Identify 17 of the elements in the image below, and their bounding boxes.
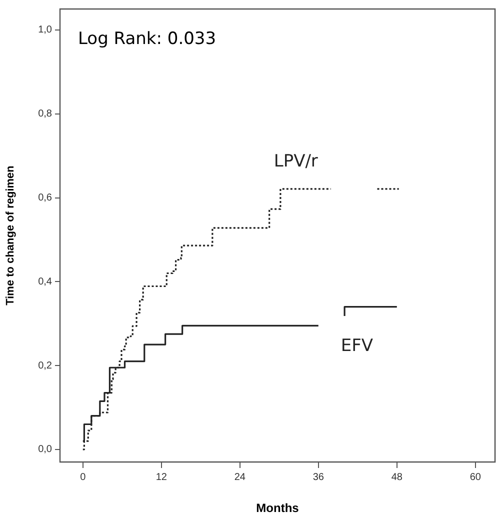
x-tick-label: 48: [391, 472, 403, 483]
x-tick-label: 36: [312, 472, 324, 483]
x-tick-label: 24: [234, 472, 246, 483]
y-tick-label: 0,6: [38, 192, 52, 204]
series-label: EFV: [340, 336, 374, 356]
x-tick-label: 60: [470, 472, 482, 483]
annotation: Log Rank: 0.033: [78, 28, 216, 49]
y-tick-label: 1,0: [38, 24, 52, 36]
y-tick-label: 0,2: [38, 360, 52, 372]
series-label: LPV/r: [274, 151, 318, 172]
x-axis-title: Months: [256, 501, 300, 516]
y-tick-label: 0,0: [38, 444, 52, 456]
y-axis-title: Time to change of regimen: [4, 165, 17, 306]
y-tick-label: 0,8: [38, 108, 52, 120]
x-tick-label: 0: [80, 472, 86, 483]
y-tick-label: 0,4: [38, 276, 52, 288]
x-tick-label: 12: [156, 472, 168, 483]
